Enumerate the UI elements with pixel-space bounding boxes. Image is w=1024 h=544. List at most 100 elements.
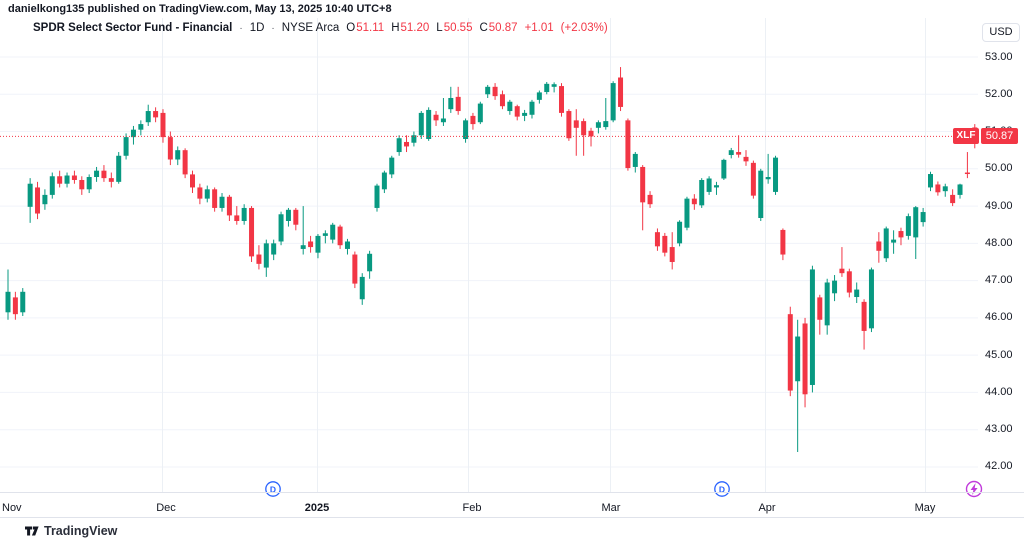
candle (278, 211, 284, 246)
last-price-badge: 50.87 (981, 128, 1018, 145)
price-axis[interactable]: 53.0052.0051.0050.0049.0048.0047.0046.00… (979, 18, 1024, 492)
candle (256, 245, 262, 270)
candle (20, 288, 26, 317)
candle (920, 207, 926, 227)
candle (293, 207, 299, 231)
exchange-label: NYSE Arca (281, 22, 340, 34)
price-tick-label: 46.00 (985, 311, 1013, 324)
candle (485, 84, 491, 98)
price-tick-label: 44.00 (985, 385, 1013, 398)
candle (817, 294, 823, 335)
candle (175, 146, 181, 166)
time-axis[interactable]: Nov Dec 2025 Feb Mar Apr May (0, 492, 1024, 517)
candle (167, 131, 173, 166)
price-tick-label: 43.00 (985, 423, 1013, 436)
candle (551, 82, 557, 93)
candle (94, 166, 100, 182)
open-value: O 51.11 (346, 22, 385, 34)
candle (123, 133, 129, 160)
candle (344, 238, 350, 255)
chart-bottom-border (0, 517, 1024, 518)
candle (795, 319, 801, 453)
candle (905, 213, 911, 240)
svg-text:D: D (270, 485, 276, 495)
candle (86, 174, 92, 194)
candle (404, 135, 410, 153)
candle (130, 125, 136, 145)
price-tick-label: 53.00 (985, 50, 1013, 63)
candle (684, 196, 690, 231)
candle (197, 183, 203, 205)
separator: · (239, 23, 243, 34)
candle (42, 189, 48, 210)
candle (928, 171, 933, 192)
candle (721, 158, 727, 180)
candle (743, 150, 749, 166)
candle (618, 67, 624, 112)
candle (226, 194, 232, 221)
candle (330, 222, 336, 244)
candle (610, 81, 616, 123)
candle (507, 99, 513, 115)
candle (942, 183, 948, 197)
candle (728, 147, 734, 159)
price-tick-label: 48.00 (985, 236, 1013, 249)
candle (854, 282, 860, 303)
candle (846, 268, 852, 298)
candle (145, 104, 151, 126)
high-value: H 51.20 (391, 22, 430, 34)
low-value: L 50.55 (436, 22, 473, 34)
time-axis-label: Mar (601, 502, 621, 514)
time-axis-label: Apr (758, 502, 776, 514)
candle (529, 99, 535, 119)
currency-button[interactable]: USD (982, 23, 1020, 42)
candle (322, 230, 328, 244)
price-tick-label: 49.00 (985, 199, 1013, 212)
svg-text:D: D (719, 485, 725, 495)
candle (588, 127, 594, 147)
candle (514, 104, 520, 121)
change-value: +1.01 (524, 22, 554, 34)
candle (544, 81, 550, 95)
interval-label: 1D (249, 22, 265, 34)
candle (964, 152, 970, 179)
candle (182, 148, 188, 179)
candle (448, 86, 454, 113)
candle (300, 206, 306, 255)
candle (876, 232, 882, 263)
candle (559, 83, 564, 117)
candle (285, 207, 291, 227)
candle (654, 228, 660, 251)
candle (190, 170, 195, 194)
candle (396, 135, 402, 156)
candle (736, 135, 742, 158)
candle (477, 101, 483, 125)
candle (116, 152, 122, 184)
candle (79, 176, 85, 195)
candle (699, 178, 705, 208)
candle (839, 247, 845, 277)
candle (5, 269, 11, 320)
candle (809, 265, 815, 393)
candle (389, 155, 395, 179)
candle (367, 250, 373, 279)
symbol-title: SPDR Select Sector Fund - Financial (33, 22, 233, 34)
candle (27, 178, 33, 223)
candle (433, 111, 439, 126)
candle (352, 251, 358, 289)
candle (647, 191, 653, 208)
candle (160, 109, 166, 143)
candle (625, 118, 631, 171)
candle (868, 267, 874, 333)
candle (573, 109, 579, 156)
time-axis-top-border (0, 492, 1024, 493)
tradingview-footer[interactable]: TradingView (25, 524, 117, 538)
candle (691, 194, 697, 210)
candle (57, 170, 63, 188)
candle (706, 176, 712, 195)
separator: · (271, 23, 275, 34)
candle (308, 235, 314, 253)
candle (950, 189, 956, 207)
candle (677, 220, 683, 247)
